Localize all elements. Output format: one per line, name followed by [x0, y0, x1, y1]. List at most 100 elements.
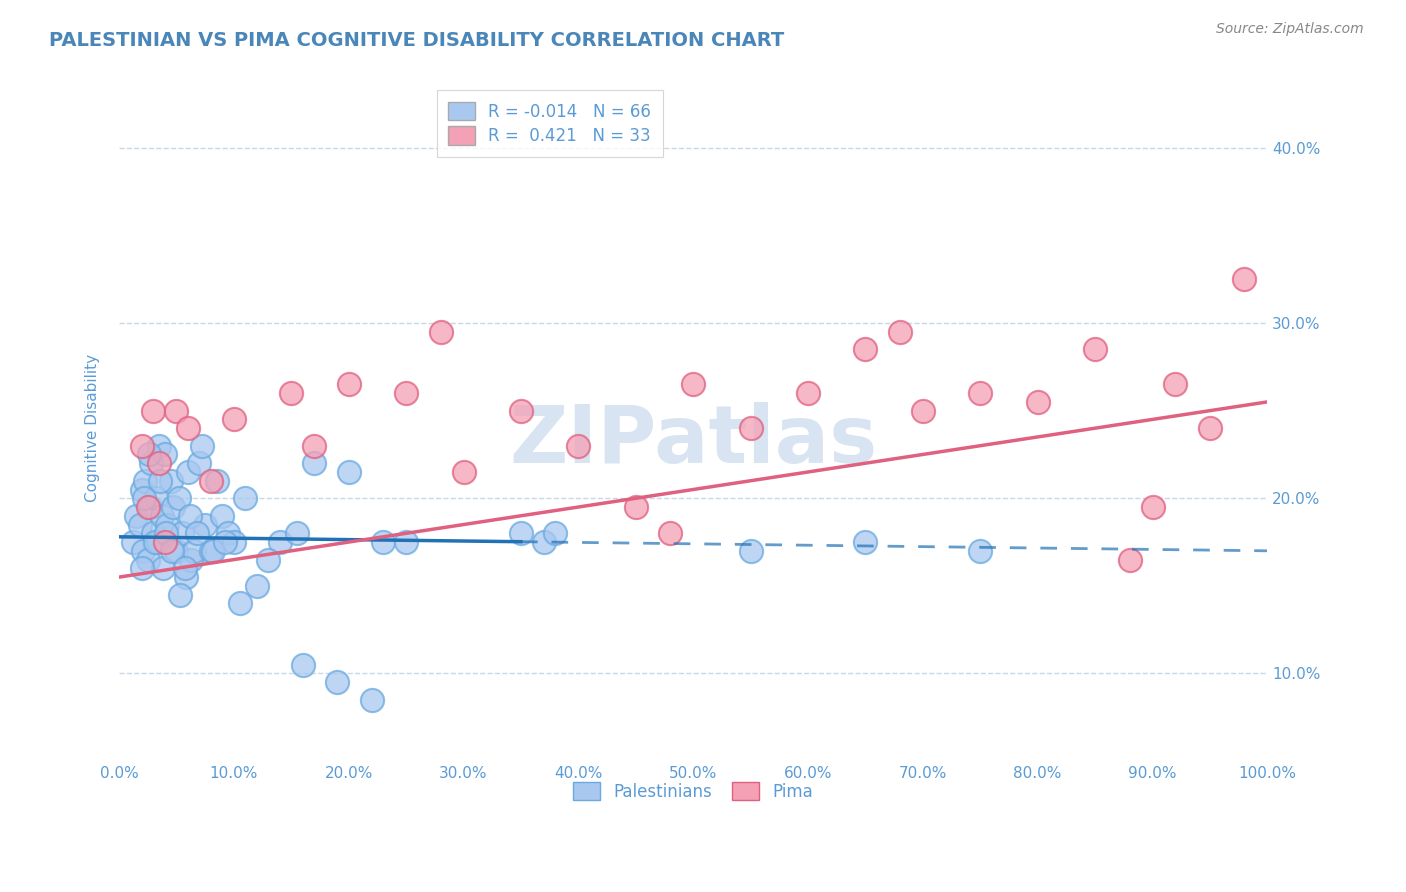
Point	[179, 508, 201, 523]
Point	[889, 325, 911, 339]
Point	[453, 465, 475, 479]
Point	[131, 483, 153, 497]
Point	[228, 596, 250, 610]
Point	[280, 386, 302, 401]
Point	[134, 491, 156, 506]
Point	[177, 465, 200, 479]
Point	[132, 544, 155, 558]
Point	[855, 343, 877, 357]
Point	[1026, 395, 1049, 409]
Point	[544, 526, 567, 541]
Point	[188, 456, 211, 470]
Point	[246, 579, 269, 593]
Point	[134, 474, 156, 488]
Point	[533, 535, 555, 549]
Point	[855, 535, 877, 549]
Point	[337, 465, 360, 479]
Point	[200, 474, 222, 488]
Point	[145, 491, 167, 506]
Point	[395, 535, 418, 549]
Point	[211, 508, 233, 523]
Point	[337, 377, 360, 392]
Point	[969, 544, 991, 558]
Y-axis label: Cognitive Disability: Cognitive Disability	[86, 354, 100, 502]
Point	[429, 325, 451, 339]
Point	[125, 508, 148, 523]
Point	[149, 474, 172, 488]
Point	[150, 508, 173, 523]
Point	[682, 377, 704, 392]
Point	[190, 439, 212, 453]
Point	[1118, 552, 1140, 566]
Point	[180, 552, 202, 566]
Point	[1142, 500, 1164, 514]
Point	[567, 439, 589, 453]
Point	[222, 535, 245, 549]
Point	[174, 570, 197, 584]
Point	[214, 535, 236, 549]
Point	[911, 403, 934, 417]
Text: PALESTINIAN VS PIMA COGNITIVE DISABILITY CORRELATION CHART: PALESTINIAN VS PIMA COGNITIVE DISABILITY…	[49, 31, 785, 50]
Point	[128, 517, 150, 532]
Point	[1233, 272, 1256, 286]
Point	[131, 561, 153, 575]
Point	[177, 421, 200, 435]
Point	[205, 474, 228, 488]
Point	[395, 386, 418, 401]
Point	[183, 544, 205, 558]
Point	[153, 447, 176, 461]
Point	[155, 526, 177, 541]
Point	[269, 535, 291, 549]
Point	[143, 535, 166, 549]
Point	[162, 500, 184, 514]
Point	[285, 526, 308, 541]
Point	[797, 386, 820, 401]
Point	[194, 517, 217, 532]
Point	[1084, 343, 1107, 357]
Point	[146, 535, 169, 549]
Point	[148, 456, 170, 470]
Text: Source: ZipAtlas.com: Source: ZipAtlas.com	[1216, 22, 1364, 37]
Point	[121, 535, 143, 549]
Point	[969, 386, 991, 401]
Point	[142, 403, 165, 417]
Point	[235, 491, 257, 506]
Point	[172, 526, 194, 541]
Point	[222, 412, 245, 426]
Legend: Palestinians, Pima: Palestinians, Pima	[562, 771, 824, 813]
Point	[156, 517, 179, 532]
Point	[160, 544, 183, 558]
Point	[217, 526, 239, 541]
Point	[304, 456, 326, 470]
Point	[510, 403, 533, 417]
Point	[166, 544, 188, 558]
Point	[142, 526, 165, 541]
Point	[740, 421, 762, 435]
Point	[153, 535, 176, 549]
Point	[169, 588, 191, 602]
Text: ZIPatlas: ZIPatlas	[509, 402, 877, 481]
Point	[510, 526, 533, 541]
Point	[173, 561, 195, 575]
Point	[159, 474, 181, 488]
Point	[1199, 421, 1222, 435]
Point	[202, 544, 225, 558]
Point	[304, 439, 326, 453]
Point	[740, 544, 762, 558]
Point	[186, 526, 208, 541]
Point	[200, 544, 222, 558]
Point	[291, 657, 314, 672]
Point	[257, 552, 280, 566]
Point	[360, 692, 382, 706]
Point	[139, 500, 162, 514]
Point	[131, 439, 153, 453]
Point	[141, 456, 163, 470]
Point	[624, 500, 647, 514]
Point	[167, 491, 190, 506]
Point	[136, 500, 159, 514]
Point	[136, 552, 159, 566]
Point	[659, 526, 682, 541]
Point	[373, 535, 395, 549]
Point	[152, 561, 174, 575]
Point	[148, 439, 170, 453]
